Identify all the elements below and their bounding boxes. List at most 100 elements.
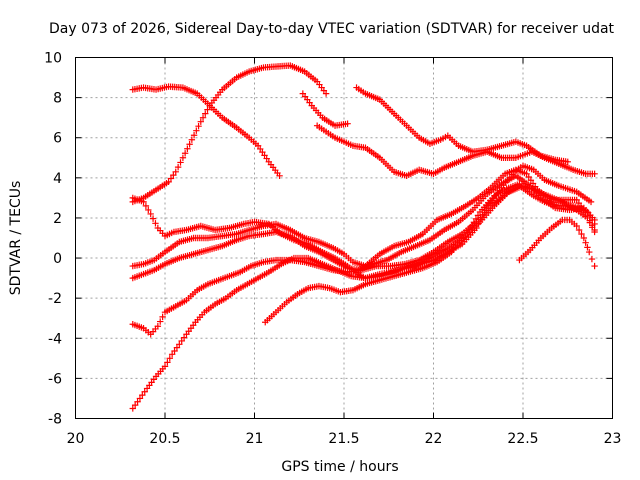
data-point xyxy=(184,145,191,152)
data-point xyxy=(180,334,188,341)
plot-frame xyxy=(75,57,613,419)
data-point xyxy=(152,220,159,227)
data-point xyxy=(199,114,207,121)
y-tick-label: 6 xyxy=(53,131,62,147)
data-point xyxy=(204,106,211,113)
data-point xyxy=(197,118,204,125)
x-tick-label: 20 xyxy=(67,431,85,447)
y-tick-label: 10 xyxy=(44,51,62,67)
data-point xyxy=(588,255,596,263)
data-point xyxy=(575,226,583,234)
data-point xyxy=(171,347,178,355)
data-point xyxy=(179,154,187,161)
y-tick-label: 8 xyxy=(53,91,62,107)
data-point xyxy=(527,177,535,184)
data-point xyxy=(516,180,523,188)
data-point xyxy=(165,178,172,186)
data-point xyxy=(464,229,471,236)
data-point xyxy=(573,196,580,204)
data-point xyxy=(181,150,189,157)
series-trace-5 xyxy=(313,122,598,180)
data-point xyxy=(140,198,147,206)
data-point xyxy=(161,363,169,370)
data-point xyxy=(257,145,264,153)
data-point xyxy=(584,208,591,216)
data-point xyxy=(193,127,200,134)
series-trace-12 xyxy=(516,216,598,270)
x-tick-label: 21 xyxy=(246,431,264,447)
data-point xyxy=(186,141,193,148)
data-point xyxy=(154,323,162,330)
data-point xyxy=(145,206,152,214)
data-point xyxy=(149,215,157,222)
x-tick-label: 20.5 xyxy=(149,431,180,447)
data-point xyxy=(134,398,141,405)
data-point xyxy=(259,148,266,156)
x-axis-label: GPS time / hours xyxy=(281,459,398,475)
x-tick-label: 23 xyxy=(604,431,622,447)
data-point xyxy=(176,341,183,348)
x-tick-label: 21.5 xyxy=(328,431,359,447)
y-tick-label: 0 xyxy=(53,251,62,267)
data-point xyxy=(178,337,185,345)
data-point xyxy=(575,199,583,207)
data-point xyxy=(172,168,179,176)
data-point xyxy=(591,262,598,270)
series-trace-2 xyxy=(129,62,330,206)
data-point xyxy=(261,152,268,159)
data-point xyxy=(129,405,136,412)
data-point xyxy=(177,159,184,166)
data-point xyxy=(136,395,144,402)
data-point xyxy=(591,228,598,236)
data-point xyxy=(468,222,476,229)
data-point xyxy=(344,120,351,127)
data-point xyxy=(589,224,596,231)
data-point xyxy=(174,163,182,171)
data-point xyxy=(164,359,171,366)
y-tick-labels: -8 -6 -4 -2 0 2 4 6 8 10 xyxy=(44,51,62,428)
data-point xyxy=(584,214,591,222)
data-point xyxy=(190,132,198,139)
series-trace-1 xyxy=(129,83,283,180)
y-tick-label: -2 xyxy=(48,291,62,307)
data-point xyxy=(573,222,580,230)
data-point xyxy=(586,219,594,226)
data-point xyxy=(166,355,173,362)
y-tick-label: -8 xyxy=(48,412,62,428)
data-point xyxy=(587,198,595,206)
data-point xyxy=(474,212,482,219)
data-point xyxy=(322,90,330,97)
series-trace-11 xyxy=(262,180,523,326)
chart-title: Day 073 of 2026, Sidereal Day-to-day VTE… xyxy=(49,21,615,37)
data-point xyxy=(188,136,196,143)
data-point xyxy=(462,232,469,240)
grid xyxy=(75,57,613,419)
data-point xyxy=(147,210,154,218)
data-point xyxy=(254,142,262,149)
data-point xyxy=(584,244,591,251)
y-tick-label: 4 xyxy=(53,171,62,187)
x-tick-label: 22 xyxy=(425,431,443,447)
data-point xyxy=(142,202,150,210)
data-point xyxy=(591,170,598,178)
series-trace-3 xyxy=(299,90,351,129)
data-point xyxy=(564,158,571,165)
data-point xyxy=(263,155,270,162)
data-point xyxy=(157,318,164,325)
series-trace-10 xyxy=(129,182,598,412)
data-point xyxy=(470,219,478,226)
y-tick-label: -6 xyxy=(48,371,62,387)
data-point xyxy=(168,351,176,358)
data-point xyxy=(586,248,593,256)
data-point xyxy=(580,234,588,242)
data-point xyxy=(131,401,139,409)
series-trace-7 xyxy=(129,166,598,270)
data-point xyxy=(170,171,177,179)
data-point xyxy=(276,172,283,180)
data-point xyxy=(525,173,532,181)
data-point xyxy=(195,122,202,130)
data-point xyxy=(591,220,598,228)
data-point xyxy=(202,110,209,117)
